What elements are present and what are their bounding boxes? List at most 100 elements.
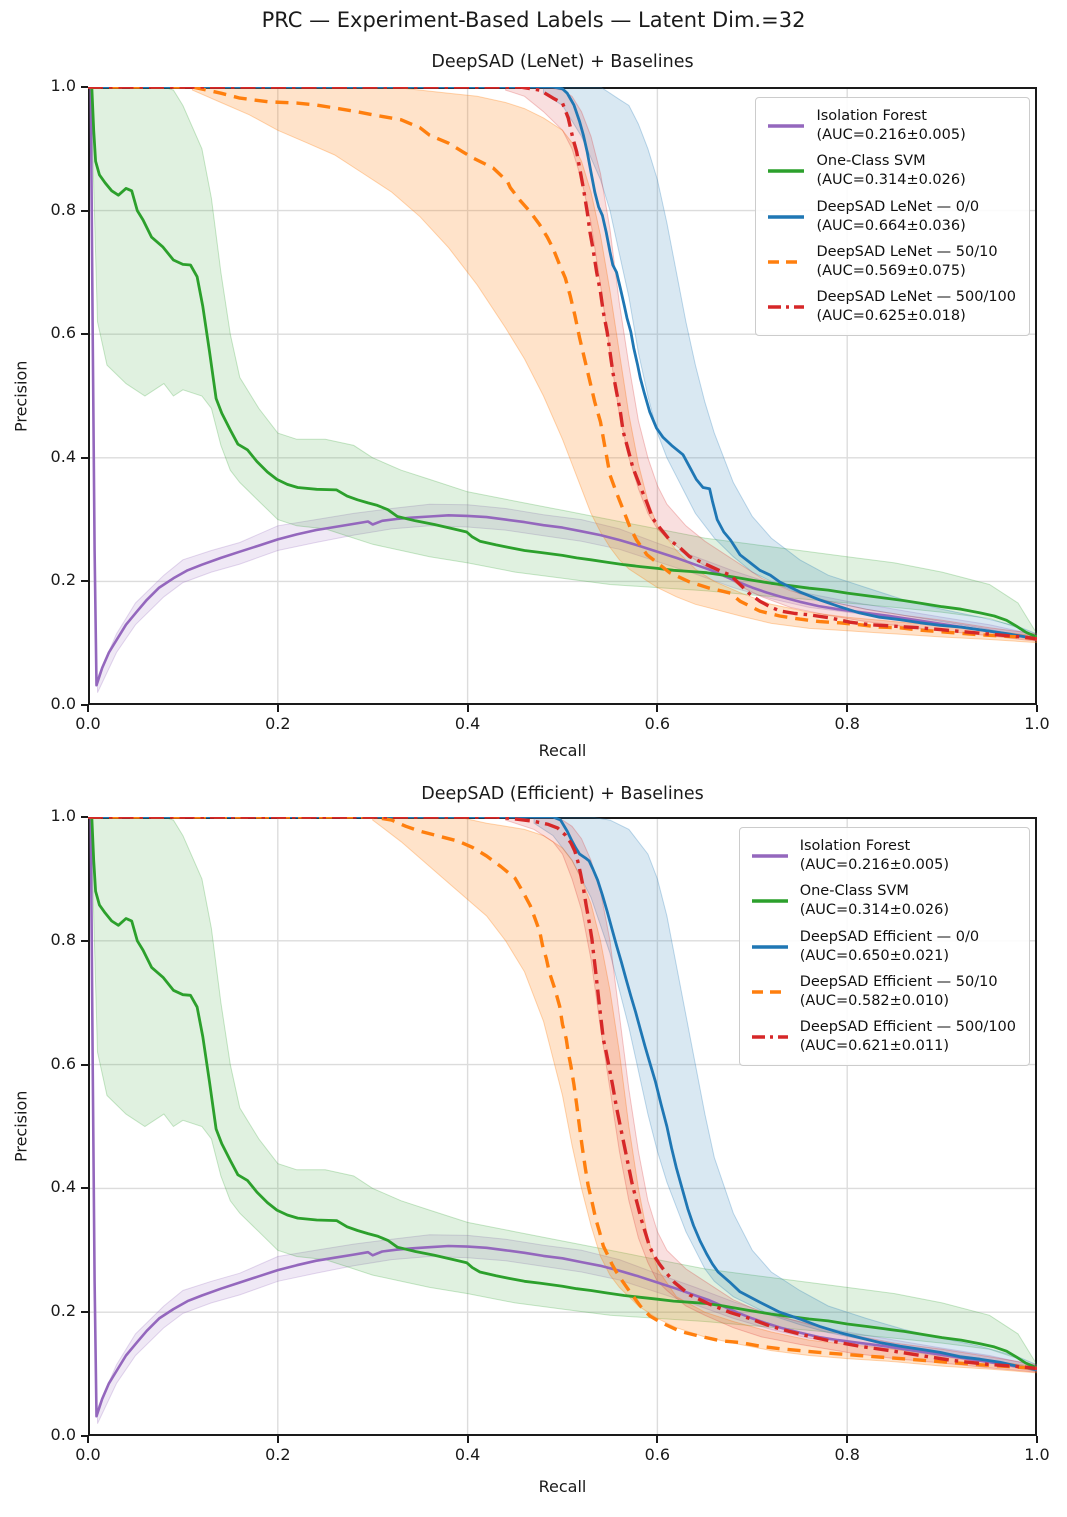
y-tick-mark bbox=[81, 86, 88, 88]
legend-series-auc: (AUC=0.664±0.036) bbox=[816, 217, 966, 234]
deepsad-lenet-50-10-band bbox=[191, 87, 1037, 644]
y-tick-mark bbox=[81, 939, 88, 942]
legend-label: One-Class SVM (AUC=0.314±0.026) bbox=[816, 152, 965, 190]
x-tick-label: 1.0 bbox=[1024, 1445, 1050, 1464]
x-tick-mark bbox=[87, 1436, 89, 1443]
x-tick-mark bbox=[1036, 1436, 1038, 1443]
y-tick-label: 0.4 bbox=[50, 1177, 76, 1197]
chart-canvas bbox=[88, 817, 1037, 1436]
legend-series-name: Isolation Forest bbox=[799, 838, 911, 854]
x-tick-mark bbox=[1036, 705, 1038, 712]
x-tick-label: 0.6 bbox=[644, 714, 671, 733]
y-tick-label: 0.2 bbox=[50, 570, 76, 590]
legend-series-name: One-Class SVM bbox=[816, 153, 926, 170]
deepsad-efficient-0-0-band bbox=[533, 817, 1037, 1373]
y-tick-mark bbox=[81, 1063, 88, 1066]
deepsad-lenet-500-100-line bbox=[88, 87, 1037, 641]
x-tick-label: 0.4 bbox=[454, 714, 481, 733]
x-tick-label: 0.8 bbox=[834, 714, 860, 733]
legend-label: DeepSAD LeNet — 500/100 (AUC=0.625±0.018) bbox=[816, 288, 1016, 326]
legend-series-auc: (AUC=0.650±0.021) bbox=[799, 947, 949, 964]
legend-series-auc: (AUC=0.625±0.018) bbox=[816, 308, 966, 325]
legend-series-name: DeepSAD Efficient — 50/10 bbox=[799, 973, 998, 990]
y-axis-label-bottom: Precision bbox=[11, 1090, 31, 1163]
y-tick-mark bbox=[81, 1435, 88, 1437]
legend-series-name: One-Class SVM bbox=[799, 883, 909, 900]
x-tick-label: 0.2 bbox=[265, 1445, 291, 1464]
y-tick-mark bbox=[81, 580, 88, 583]
deepsad-lenet-50-10-line bbox=[88, 87, 1037, 641]
x-tick-label: 0.8 bbox=[834, 1445, 860, 1464]
legend-item-deepsad-lenet-0-0: DeepSAD LeNet — 0/0 (AUC=0.664±0.036) bbox=[767, 198, 1016, 236]
isolation-forest-legend-line-icon bbox=[751, 854, 788, 858]
y-tick-mark bbox=[81, 333, 88, 336]
y-tick-label: 0.0 bbox=[50, 1425, 76, 1444]
legend-series-name: DeepSAD LeNet — 50/10 bbox=[816, 243, 998, 260]
deepsad-lenet-0-0-legend-line-icon bbox=[768, 214, 805, 219]
y-tick-mark bbox=[81, 209, 88, 212]
x-tick-label: 0.2 bbox=[265, 714, 291, 733]
y-tick-label: 0.6 bbox=[50, 1053, 76, 1073]
legend-item-isolation-forest: Isolation Forest (AUC=0.216±0.005) bbox=[767, 107, 1016, 145]
deepsad-lenet-0-0-band bbox=[543, 87, 1037, 642]
deepsad-lenet-500-100-legend-line-icon bbox=[768, 305, 805, 309]
deepsad-lenet-0-0-line bbox=[88, 87, 1037, 641]
legend-item-deepsad-efficient-50-10: DeepSAD Efficient — 50/10 (AUC=0.582±0.01… bbox=[751, 973, 1016, 1011]
legend-item-deepsad-efficient-500-100: DeepSAD Efficient — 500/100 (AUC=0.621±0.… bbox=[751, 1018, 1016, 1056]
x-tick-mark bbox=[276, 705, 279, 712]
y-tick-mark bbox=[81, 456, 88, 459]
isolation-forest-band bbox=[97, 503, 1037, 693]
one-class-svm-line bbox=[90, 817, 1037, 1370]
legend-series-auc: (AUC=0.621±0.011) bbox=[799, 1038, 949, 1055]
legend-label: Isolation Forest (AUC=0.216±0.005) bbox=[816, 107, 965, 145]
x-tick-label: 1.0 bbox=[1024, 714, 1050, 733]
one-class-svm-band bbox=[91, 817, 1037, 1372]
y-tick-mark bbox=[81, 1187, 88, 1190]
one-class-svm-line bbox=[90, 87, 1037, 639]
one-class-svm-legend-line-icon bbox=[751, 899, 788, 904]
x-tick-mark bbox=[656, 705, 659, 712]
deepsad-efficient-500-100-band bbox=[505, 817, 1037, 1373]
legend-label: DeepSAD Efficient — 50/10 (AUC=0.582±0.01… bbox=[800, 973, 998, 1011]
legend-label: DeepSAD LeNet — 0/0 (AUC=0.664±0.036) bbox=[816, 198, 979, 236]
legend-series-auc: (AUC=0.314±0.026) bbox=[816, 172, 966, 189]
legend-series-auc: (AUC=0.314±0.026) bbox=[799, 902, 949, 919]
legend-item-deepsad-efficient-0-0: DeepSAD Efficient — 0/0 (AUC=0.650±0.021) bbox=[751, 928, 1016, 966]
legend-series-auc: (AUC=0.216±0.005) bbox=[816, 127, 966, 144]
y-tick-label: 1.0 bbox=[50, 76, 76, 95]
y-tick-label: 0.6 bbox=[50, 323, 76, 343]
y-tick-mark bbox=[81, 816, 88, 818]
deepsad-efficient-50-10-legend-line-icon bbox=[751, 990, 788, 994]
x-tick-mark bbox=[846, 1436, 849, 1443]
plot-area-lenet bbox=[88, 87, 1037, 705]
x-tick-mark bbox=[466, 705, 469, 712]
legend-series-name: DeepSAD LeNet — 500/100 bbox=[816, 289, 1016, 305]
x-axis-label-bottom: Recall bbox=[538, 1477, 587, 1496]
y-tick-mark bbox=[81, 1311, 88, 1314]
deepsad-efficient-500-100-line bbox=[88, 817, 1037, 1371]
legend-item-one-class-svm: One-Class SVM (AUC=0.314±0.026) bbox=[767, 152, 1016, 190]
legend-lenet: Isolation Forest (AUC=0.216±0.005) One-Cla… bbox=[755, 97, 1030, 337]
deepsad-efficient-50-10-line bbox=[88, 817, 1037, 1371]
legend-efficient: Isolation Forest (AUC=0.216±0.005) One-Cla… bbox=[738, 827, 1030, 1067]
legend-label: Isolation Forest (AUC=0.216±0.005) bbox=[800, 837, 949, 875]
x-tick-mark bbox=[87, 705, 89, 712]
legend-series-auc: (AUC=0.582±0.010) bbox=[799, 992, 949, 1009]
subplot-title-efficient: DeepSAD (Efficient) + Baselines bbox=[421, 784, 704, 804]
x-tick-label: 0.0 bbox=[75, 714, 101, 733]
legend-series-auc: (AUC=0.569±0.075) bbox=[816, 262, 966, 279]
x-tick-mark bbox=[656, 1436, 659, 1443]
y-tick-label: 0.2 bbox=[50, 1301, 76, 1321]
deepsad-lenet-50-10-legend-line-icon bbox=[768, 260, 805, 264]
x-axis-label-top: Recall bbox=[538, 741, 587, 760]
x-tick-label: 0.6 bbox=[644, 1445, 671, 1464]
x-tick-label: 0.0 bbox=[75, 1445, 101, 1464]
legend-item-deepsad-lenet-50-10: DeepSAD LeNet — 50/10 (AUC=0.569±0.075) bbox=[767, 243, 1016, 281]
legend-label: DeepSAD Efficient — 0/0 (AUC=0.650±0.021) bbox=[800, 928, 979, 966]
one-class-svm-band bbox=[91, 87, 1037, 641]
legend-series-name: DeepSAD Efficient — 0/0 bbox=[799, 928, 980, 945]
deepsad-efficient-0-0-legend-line-icon bbox=[751, 944, 788, 949]
isolation-forest-line bbox=[89, 87, 1037, 687]
figure-title: PRC — Experiment-Based Labels — Latent D… bbox=[261, 8, 806, 32]
